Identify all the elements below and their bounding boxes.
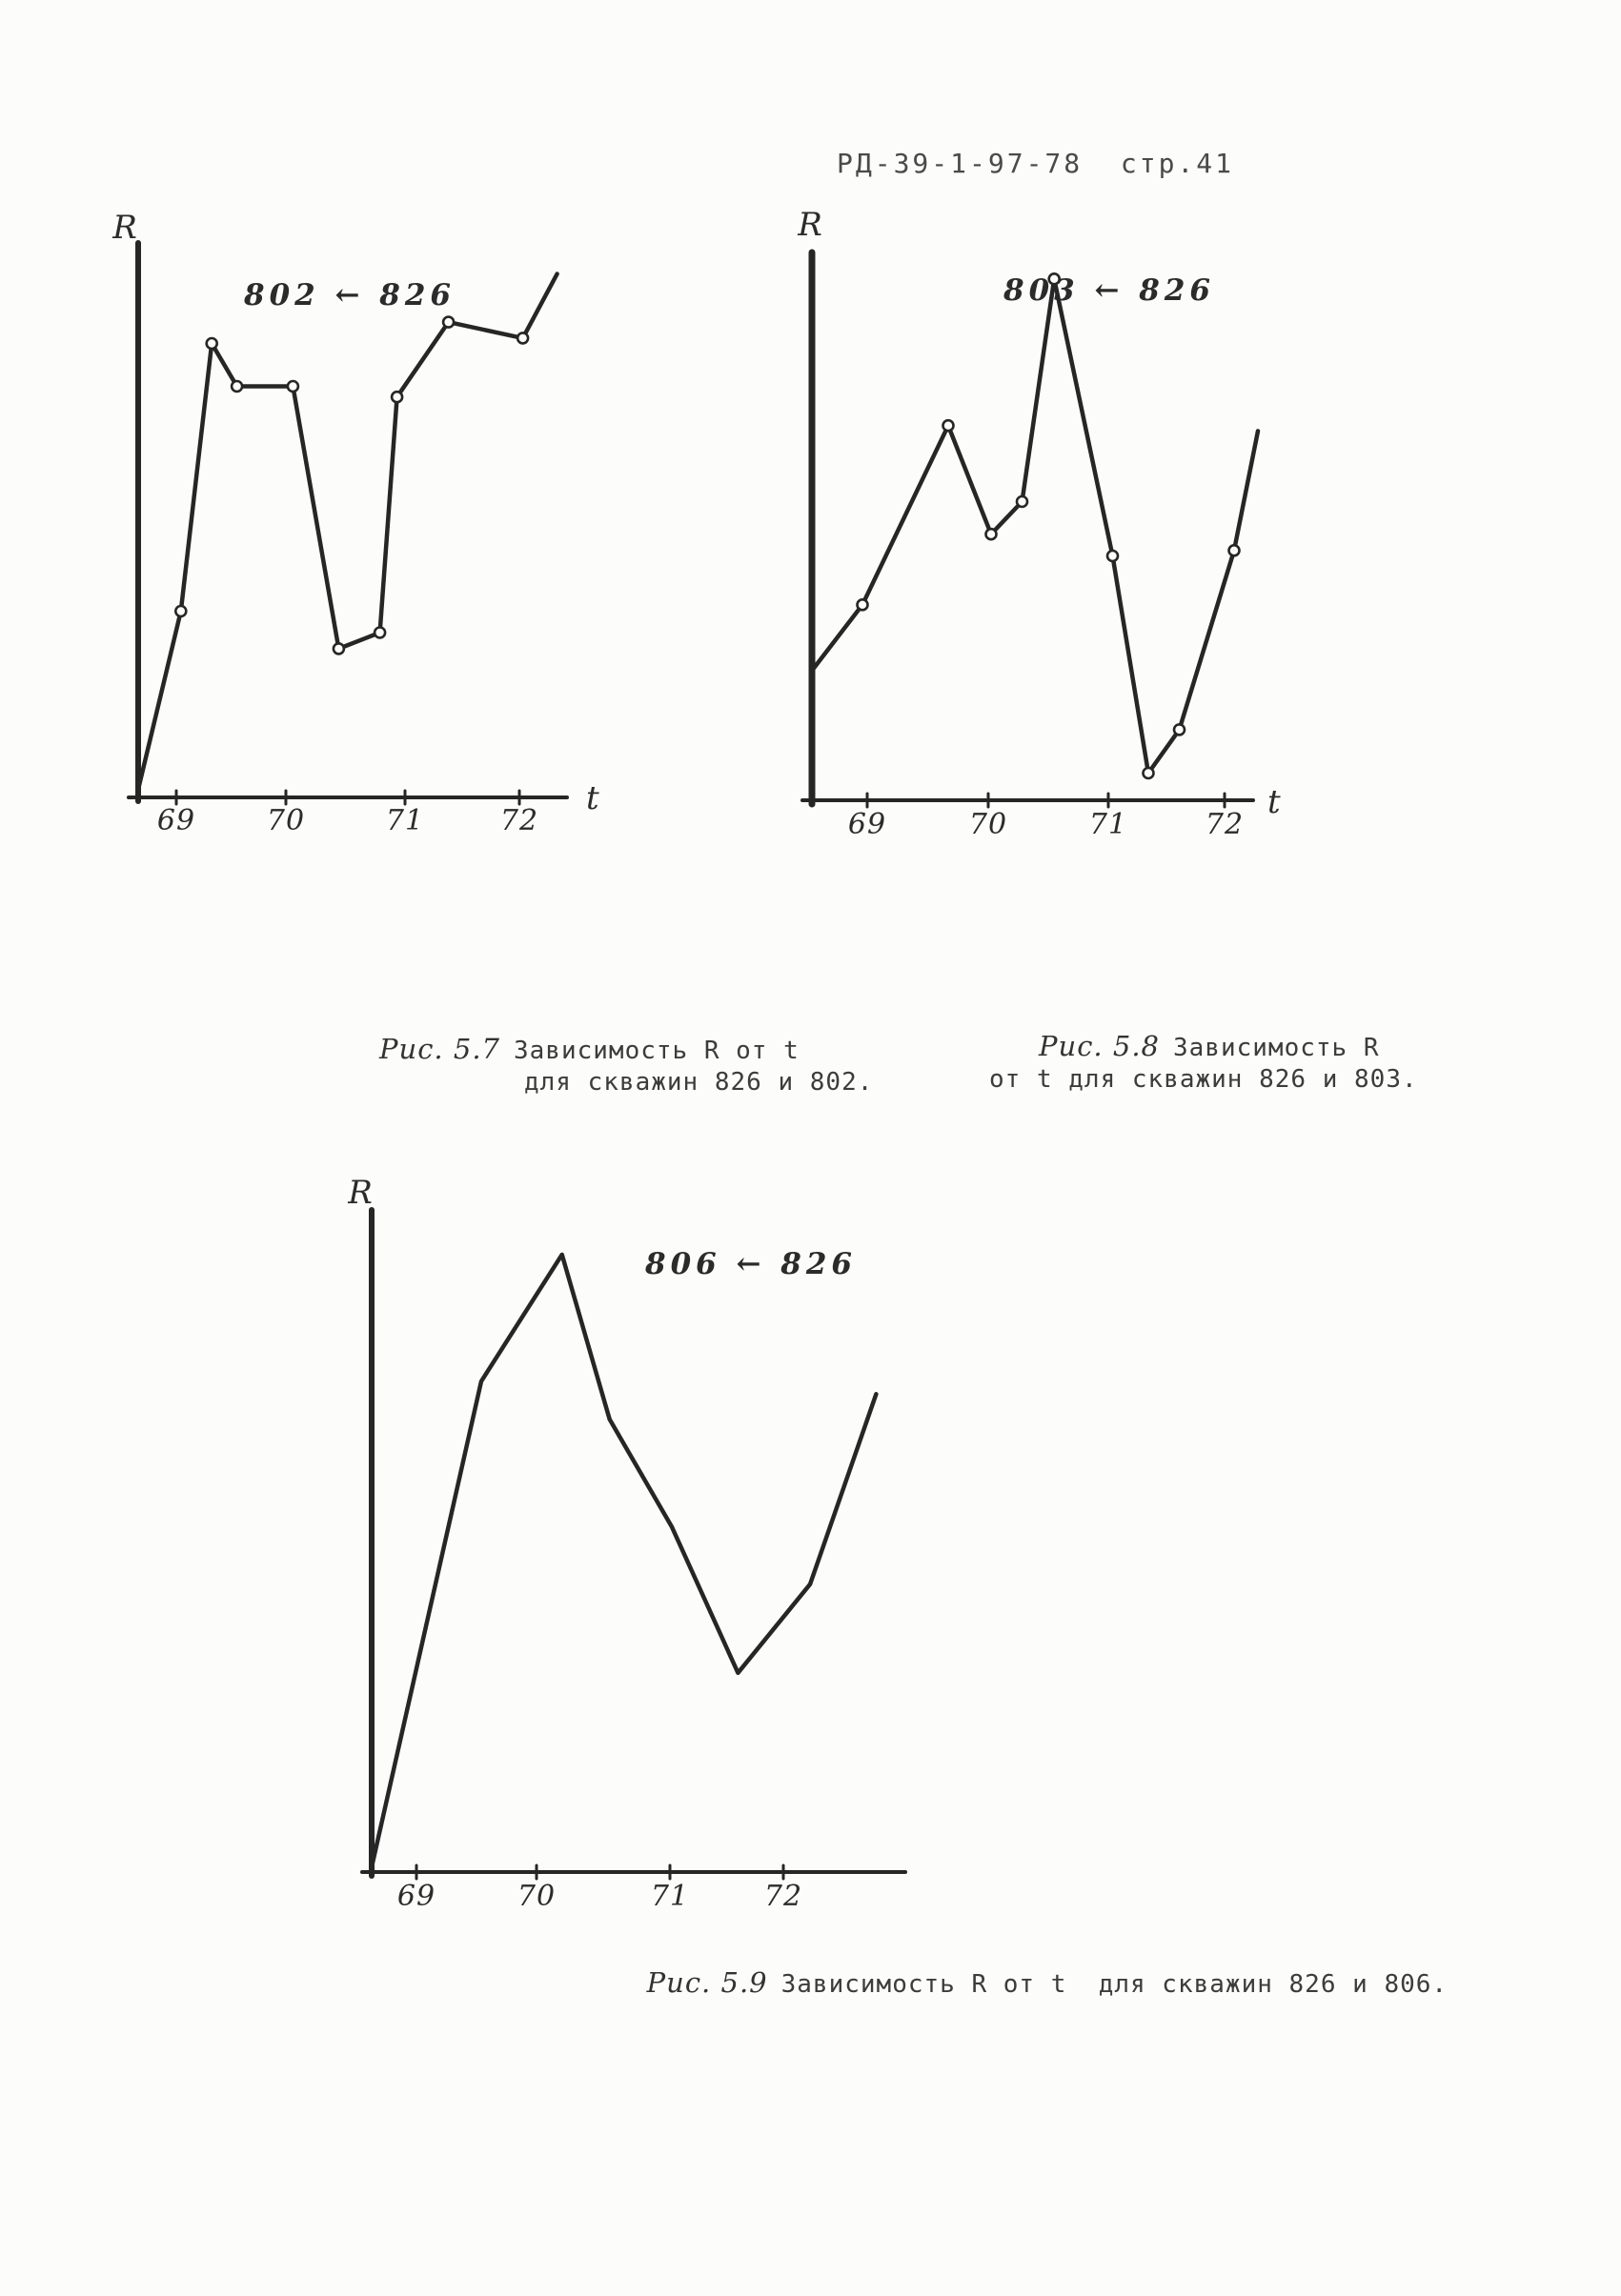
data-point-marker <box>332 642 346 655</box>
caption-line: Рис. 5.8 Зависимость R <box>1039 1029 1418 1064</box>
x-tick-label: 72 <box>1206 808 1244 841</box>
figure-label: Рис. 5.7 <box>379 1033 500 1065</box>
figure-5-8-caption: Рис. 5.8 Зависимость R от t для скважин 8… <box>989 1029 1418 1095</box>
chart-svg-5-7: 69 70 71 72 Rt 802 ← 826 <box>111 214 599 837</box>
x-tick-label: 69 <box>157 804 195 837</box>
data-point-marker <box>174 604 188 618</box>
x-tick-label: 70 <box>267 804 305 837</box>
data-point-marker <box>286 379 300 393</box>
data-point-marker <box>942 418 955 433</box>
data-point-marker <box>230 379 244 393</box>
figure-label: Рис. 5.8 <box>1039 1030 1160 1062</box>
data-point-marker <box>1047 272 1062 286</box>
figure-5-7-caption: Рис. 5.7 Зависимость R от t для скважин 8… <box>379 1032 873 1098</box>
x-axis-label: t <box>586 779 599 817</box>
data-line <box>136 272 559 791</box>
x-tick-label: 70 <box>517 1880 556 1913</box>
caption-text: от t для скважин 826 и 803. <box>989 1064 1418 1094</box>
caption-text: Зависимость R от t <box>514 1037 800 1065</box>
data-point-marker <box>390 390 404 404</box>
chart-svg-5-9: 69 70 71 72 R 806 ← 826 <box>347 1177 907 1913</box>
data-point-marker <box>1142 766 1155 780</box>
data-point-marker <box>984 527 998 541</box>
x-tick-label: 70 <box>969 808 1007 841</box>
caption-text: Зависимость R от t для скважин 826 и 806… <box>780 1969 1449 1999</box>
x-tick-label: 69 <box>397 1880 436 1913</box>
data-point-marker <box>516 332 530 345</box>
x-tick-label: 72 <box>764 1880 802 1913</box>
data-point-marker <box>205 336 218 351</box>
data-point-marker <box>441 315 456 329</box>
x-tick-label: 71 <box>386 804 424 837</box>
chart-title: 802 ← 826 <box>243 278 456 312</box>
data-point-marker <box>1105 549 1120 563</box>
data-point-marker <box>373 626 387 639</box>
page-header: РД-39-1-97-78 стр.41 <box>837 148 1235 179</box>
figure-5-9-caption: Рис. 5.9 Зависимость R от t для скважин 8… <box>583 1934 1448 2031</box>
data-line <box>810 276 1261 775</box>
x-tick-label: 71 <box>651 1880 689 1913</box>
y-axis-label: R <box>347 1177 373 1212</box>
x-tick-label: 69 <box>848 808 886 841</box>
data-point-marker <box>1172 723 1186 736</box>
figure-5-9-chart: 69 70 71 72 R 806 ← 826 <box>343 1177 953 1958</box>
x-tick-label: 72 <box>500 804 538 837</box>
y-axis-label: R <box>797 206 822 244</box>
caption-line: Рис. 5.7 Зависимость R от t <box>379 1032 873 1067</box>
x-axis-label: t <box>1267 783 1281 821</box>
data-point-marker <box>1227 543 1241 557</box>
data-point-marker <box>856 597 869 612</box>
caption-text: для скважин 826 и 802. <box>524 1067 874 1097</box>
y-axis-label: R <box>111 214 137 247</box>
x-tick-label: 71 <box>1089 808 1127 841</box>
caption-text: Зависимость R <box>1173 1034 1380 1062</box>
data-line <box>369 1252 879 1872</box>
chart-svg-5-8: 69 70 71 72 Rt 803 ← 826 <box>797 206 1281 841</box>
chart-title: 806 ← 826 <box>644 1247 857 1281</box>
chart-title: 803 ← 826 <box>1003 273 1215 308</box>
figure-label: Рис. 5.9 <box>646 1965 768 1999</box>
data-point-marker <box>1015 494 1029 509</box>
